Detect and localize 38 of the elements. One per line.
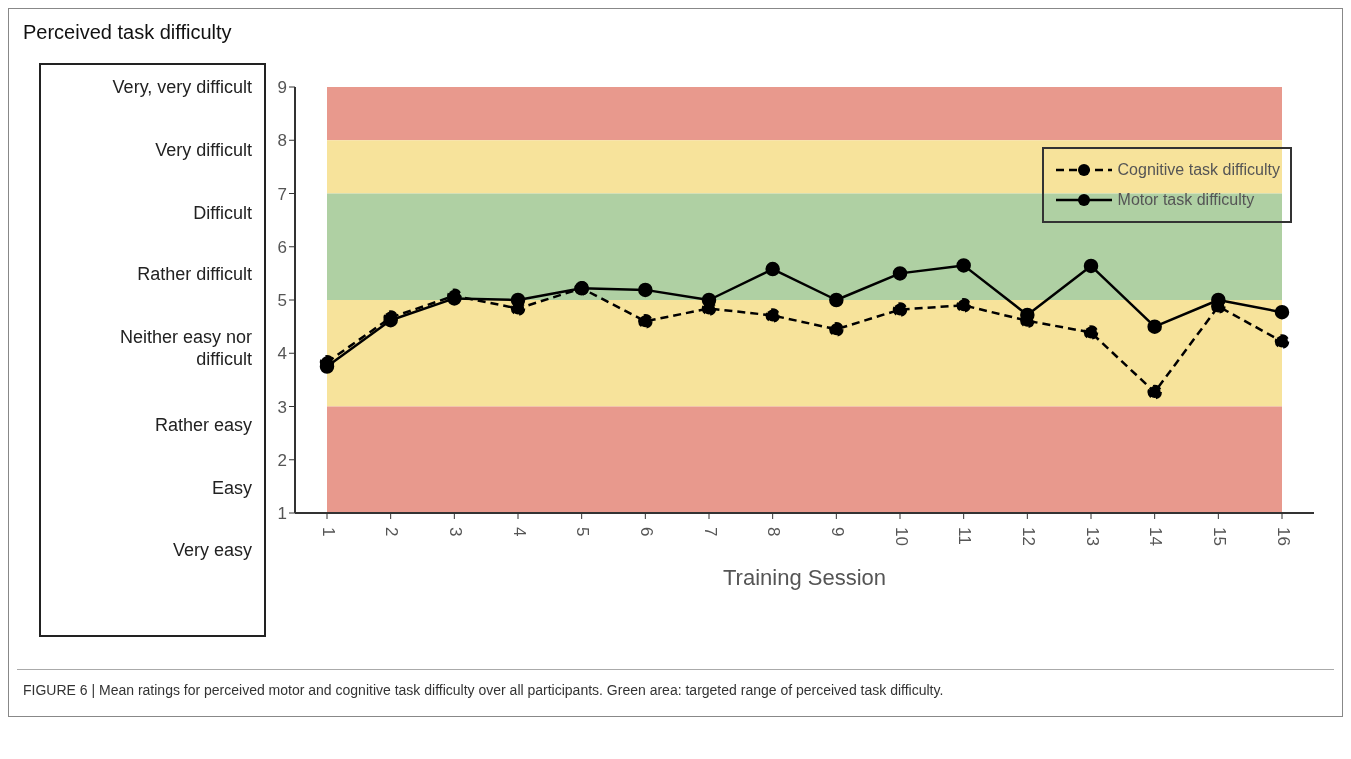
x-axis-title: Training Session (722, 565, 887, 590)
y-tick-label: 3 (277, 397, 287, 417)
x-tick-label: 5 (573, 527, 593, 537)
y-tick-label: 1 (277, 504, 287, 524)
text: Neither easy nor difficult (118, 326, 252, 370)
x-tick-label: 3 (445, 527, 465, 537)
y-axis-title: Perceived task difficulty (23, 21, 232, 44)
text: Easy (210, 477, 252, 499)
text: Very, very difficult (111, 76, 252, 98)
text: Difficult (192, 202, 252, 224)
caption: FIGURE 6 | Mean ratings for perceived motor and cognitive task difficulty over all participants. Green area: targeted range of perceived task difficulty. (17, 669, 1334, 716)
y-tick-label: 8 (277, 131, 287, 151)
x-tick-label: 9 (827, 527, 847, 537)
y-tick-label: 4 (277, 344, 287, 364)
y-tick-label: 6 (277, 237, 287, 257)
x-tick-label: 2 (382, 527, 402, 537)
y-tick-label: 2 (277, 450, 287, 470)
x-tick-label: 16 (1273, 527, 1293, 546)
text: Rather difficult (136, 263, 252, 285)
x-tick-label: 4 (509, 527, 529, 537)
x-tick-label: 15 (1209, 527, 1229, 546)
x-tick-label: 10 (891, 527, 911, 546)
x-tick-label: 14 (1146, 527, 1166, 546)
y-tick-label: 5 (277, 291, 287, 311)
x-tick-label: 1 (318, 527, 338, 537)
x-tick-label: 11 (955, 527, 975, 545)
text: Rather easy (153, 414, 252, 436)
x-tick-label: 8 (764, 527, 784, 537)
legend-label: Cognitive task difficulty (1117, 161, 1280, 179)
x-tick-label: 12 (1018, 527, 1038, 546)
y-tick-label: 7 (277, 184, 287, 204)
text: Very difficult (154, 139, 252, 161)
y-tick-label: 9 (277, 78, 287, 98)
x-tick-label: 7 (700, 527, 720, 537)
text: Very easy (171, 539, 252, 561)
x-tick-label: 13 (1082, 527, 1102, 546)
legend-label: Motor task difficulty (1117, 191, 1255, 209)
x-tick-label: 6 (636, 527, 656, 537)
